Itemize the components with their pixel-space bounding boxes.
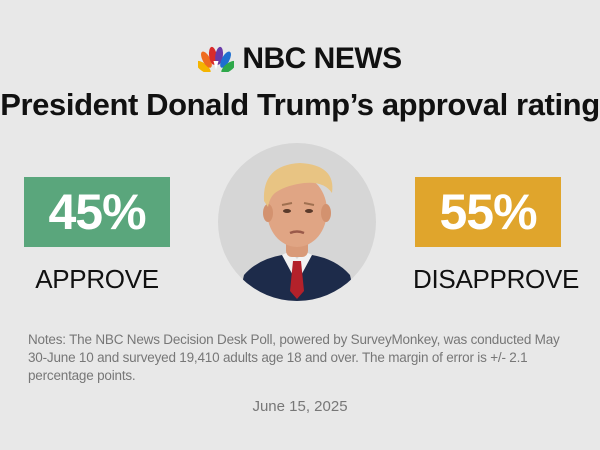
- disapprove-percentage: 55%: [439, 184, 537, 240]
- publish-date: June 15, 2025: [252, 398, 348, 415]
- methodology-notes: Notes: The NBC News Decision Desk Poll, …: [28, 332, 560, 383]
- portrait-photo: [218, 143, 376, 301]
- approve-percentage-box: 45%: [24, 177, 170, 247]
- brand-name: NBC NEWS: [242, 42, 402, 75]
- approve-stat: 45% APPROVE: [22, 177, 172, 294]
- brand-header: NBC NEWS: [0, 42, 600, 76]
- approve-label: APPROVE: [35, 264, 159, 294]
- approve-percentage: 45%: [48, 184, 146, 240]
- disapprove-label: DISAPPROVE: [413, 264, 580, 294]
- disapprove-stat: 55% DISAPPROVE: [413, 177, 580, 294]
- peacock-icon: [198, 46, 235, 72]
- disapprove-percentage-box: 55%: [415, 177, 561, 247]
- headline: President Donald Trump’s approval rating: [0, 87, 600, 122]
